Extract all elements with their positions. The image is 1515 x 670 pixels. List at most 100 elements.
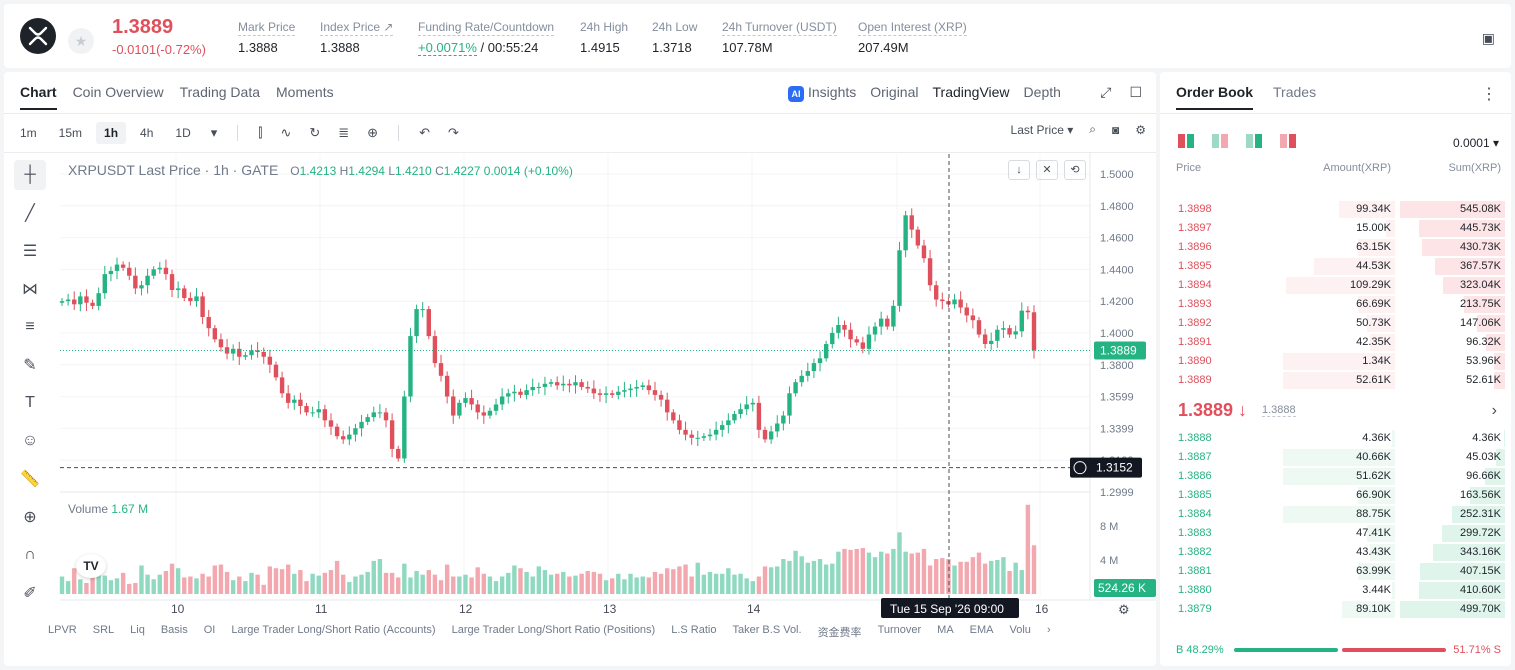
tab-depth[interactable]: Depth: [1023, 84, 1061, 100]
indicators-icon[interactable]: ∿: [280, 125, 292, 140]
undo-icon[interactable]: ↶: [419, 125, 430, 140]
layout-both-icon[interactable]: [1178, 134, 1194, 148]
window-icon[interactable]: ☐: [1129, 84, 1142, 100]
tab-trading-data[interactable]: Trading Data: [179, 84, 261, 100]
arrow-down-icon[interactable]: ↓: [1008, 160, 1030, 180]
chevron-right-icon[interactable]: ›: [1046, 624, 1051, 636]
bid-row[interactable]: 1.3887 40.66K 45.03K: [1176, 448, 1505, 467]
timeframe-dropdown-icon[interactable]: ▾: [210, 125, 218, 140]
redo-icon[interactable]: ↷: [447, 125, 459, 140]
brush-icon[interactable]: ✎: [23, 357, 37, 374]
emoji-icon[interactable]: ☺: [21, 432, 39, 449]
volume-bar: [603, 580, 609, 594]
tab-order-book[interactable]: Order Book: [1176, 84, 1254, 110]
ask-row[interactable]: 1.3895 44.53K 367.57K: [1176, 257, 1505, 276]
timeframe-4h[interactable]: 4h: [140, 126, 154, 140]
favorite-star-icon[interactable]: ★: [68, 28, 94, 54]
stat-index-price[interactable]: Index Price ↗ 1.3888: [320, 20, 394, 55]
candle-body: [347, 434, 352, 440]
candle-type-icon[interactable]: ⫿: [258, 125, 263, 140]
precision-select[interactable]: 0.0001 ▾: [1452, 136, 1499, 150]
crosshair-icon[interactable]: ┼: [14, 160, 46, 190]
trendline-icon[interactable]: ╱: [25, 205, 35, 222]
indicator-item[interactable]: Liq: [130, 624, 145, 636]
chevron-right-icon[interactable]: ›: [1491, 402, 1497, 419]
ask-row[interactable]: 1.3897 15.00K 445.73K: [1176, 219, 1505, 238]
pencil-icon[interactable]: ✐: [23, 585, 37, 602]
bid-row[interactable]: 1.3888 4.36K 4.36K: [1176, 429, 1505, 448]
expand-icon[interactable]: ⤢: [1100, 84, 1112, 100]
candle-body: [915, 229, 921, 246]
tab-insights[interactable]: AI Insights: [788, 84, 856, 102]
replay-icon[interactable]: ↻: [309, 125, 321, 140]
indicator-item[interactable]: OI: [203, 624, 216, 636]
text-icon[interactable]: T: [25, 394, 35, 411]
horizontal-lines-icon[interactable]: ☰: [22, 243, 38, 260]
ask-row[interactable]: 1.3893 66.69K 213.75K: [1176, 295, 1505, 314]
indicator-item[interactable]: Large Trader Long/Short Ratio (Accounts): [231, 624, 436, 636]
tab-original[interactable]: Original: [870, 84, 919, 100]
candle-body: [389, 420, 395, 449]
volume-bar: [1013, 562, 1018, 594]
timeframe-15m[interactable]: 15m: [58, 126, 83, 140]
indicator-item[interactable]: Turnover: [877, 624, 922, 636]
bid-row[interactable]: 1.3882 43.43K 343.16K: [1176, 543, 1505, 562]
indicator-item[interactable]: Basis: [160, 624, 188, 636]
search-icon[interactable]: ⌕: [1089, 122, 1096, 136]
indicator-item[interactable]: EMA: [969, 624, 994, 636]
last-price-select[interactable]: Last Price ▾: [1010, 122, 1074, 137]
timeframe-1m[interactable]: 1m: [20, 126, 37, 140]
indicator-item[interactable]: MA: [937, 624, 954, 636]
indicator-item[interactable]: 资金费率: [817, 627, 862, 639]
tab-tradingview[interactable]: TradingView: [932, 84, 1010, 100]
candle-body: [475, 404, 480, 413]
ask-row[interactable]: 1.3892 50.73K 147.06K: [1176, 314, 1505, 333]
layout-bids-icon[interactable]: [1246, 134, 1262, 148]
ask-row[interactable]: 1.3896 63.15K 430.73K: [1176, 238, 1505, 257]
magnet-icon[interactable]: ∩: [24, 546, 36, 563]
volume-bar: [713, 573, 719, 594]
ask-row[interactable]: 1.3891 42.35K 96.32K: [1176, 333, 1505, 352]
tradingview-logo-icon[interactable]: TV: [76, 554, 106, 578]
notebook-icon[interactable]: ▣: [1481, 30, 1495, 46]
indicator-item[interactable]: Large Trader Long/Short Ratio (Positions…: [451, 624, 656, 636]
candle-body: [316, 409, 321, 413]
tab-chart[interactable]: Chart: [20, 84, 57, 110]
indicator-item[interactable]: Volu: [1009, 624, 1031, 636]
more-menu-icon[interactable]: ⋮: [1481, 86, 1497, 103]
tab-coin-overview[interactable]: Coin Overview: [72, 84, 164, 100]
layout-split-icon[interactable]: [1212, 134, 1228, 148]
collapse-icon[interactable]: ✕: [1036, 160, 1058, 180]
ruler-icon[interactable]: 📏: [20, 471, 40, 488]
loop-icon[interactable]: ⟲: [1064, 160, 1086, 180]
bid-row[interactable]: 1.3885 66.90K 163.56K: [1176, 486, 1505, 505]
bid-row[interactable]: 1.3883 47.41K 299.72K: [1176, 524, 1505, 543]
bid-row[interactable]: 1.3884 88.75K 252.31K: [1176, 505, 1505, 524]
fib-icon[interactable]: ≡: [25, 318, 35, 335]
ask-row[interactable]: 1.3898 99.34K 545.08K: [1176, 200, 1505, 219]
timeframe-1h[interactable]: 1h: [96, 122, 127, 144]
tab-moments[interactable]: Moments: [276, 84, 334, 100]
zoom-in-icon[interactable]: ⊕: [23, 509, 37, 526]
ask-row[interactable]: 1.3890 1.34K 53.96K: [1176, 352, 1505, 371]
indicator-item[interactable]: L.S Ratio: [671, 624, 717, 636]
ask-row[interactable]: 1.3889 52.61K 52.61K: [1176, 371, 1505, 390]
ask-row[interactable]: 1.3894 109.29K 323.04K: [1176, 276, 1505, 295]
bid-row[interactable]: 1.3879 89.10K 499.70K: [1176, 600, 1505, 619]
pattern-icon[interactable]: ⋈: [22, 281, 38, 298]
add-alert-icon[interactable]: ⊕: [367, 125, 379, 140]
bid-row[interactable]: 1.3880 3.44K 410.60K: [1176, 581, 1505, 600]
settings-gear-icon[interactable]: ⚙: [1135, 122, 1146, 137]
templates-icon[interactable]: ≣: [338, 125, 350, 140]
indicator-item[interactable]: LPVR: [48, 624, 77, 636]
indicator-item[interactable]: SRL: [92, 624, 115, 636]
bid-row[interactable]: 1.3886 51.62K 96.66K: [1176, 467, 1505, 486]
layout-asks-icon[interactable]: [1280, 134, 1296, 148]
bid-row[interactable]: 1.3881 63.99K 407.15K: [1176, 562, 1505, 581]
tab-trades[interactable]: Trades: [1273, 84, 1317, 100]
camera-icon[interactable]: ◙: [1111, 122, 1120, 137]
candle-body: [163, 267, 169, 275]
volume-bar: [989, 560, 994, 594]
timeframe-1d[interactable]: 1D: [175, 126, 191, 140]
indicator-item[interactable]: Taker B.S Vol.: [732, 624, 802, 636]
